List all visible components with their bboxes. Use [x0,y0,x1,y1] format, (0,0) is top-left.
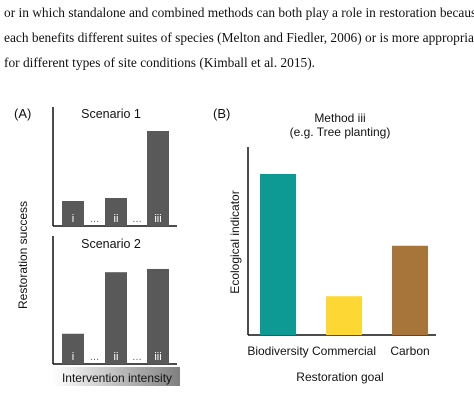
panel-a-label: (A) [14,106,31,121]
intervention-intensity-gradient [53,367,180,386]
panel-a-y-axis-label: Restoration success [16,201,30,309]
scenario-2-bar-label-i: i [72,351,74,363]
scenario-2-bar-ii [105,272,127,364]
panel-b-bars: Biodiversity Commercial Carbon [247,173,430,358]
scenario-2-separator-1: … [90,352,100,363]
scenario-1-bar-ii [105,198,127,226]
paragraph-line-1: or in which standalone and combined meth… [4,5,474,20]
scenario-2-bar-label-iii: iii [154,351,161,363]
scenario-2-bar-iii [147,268,169,364]
scenario-1-separator-1: … [90,214,100,225]
panel-b-tick-label-commercial: Commercial [312,344,376,358]
panel-b-y-axis-label: Ecological indicator [228,190,242,293]
body-paragraph: or in which standalone and combined meth… [4,0,474,75]
scenario-1-bar-i [62,201,84,226]
panel-b-bar-commercial [326,296,362,335]
scenario-2-title: Scenario 2 [81,237,141,251]
panel-b-x-axis-label: Restoration goal [296,370,383,384]
paragraph-line-3: for different types of site conditions (… [4,55,316,70]
scenario-1-bar-label-iii: iii [154,213,161,225]
scenario-1-bar-label-i: i [72,213,74,225]
panel-b-subtitle: (e.g. Tree planting) [290,125,391,139]
panel-b-bar-biodiversity [260,173,296,335]
panel-b-label: (B) [213,106,230,121]
scenario-1-bars: i ii iii…… [62,131,169,226]
scenario-1-bar-label-ii: ii [114,213,119,225]
scenario-2-separator-2: … [132,352,142,363]
scenario-2-bar-label-ii: ii [114,351,119,363]
panel-b-tick-label-carbon: Carbon [390,344,429,358]
intervention-intensity-label: Intervention intensity [62,371,172,385]
scenario-2-bar-i [62,333,84,364]
panel-b-tick-label-biodiversity: Biodiversity [247,344,308,358]
scenario-1-bar-iii [147,131,169,226]
panel-b-title: Method iii [314,111,365,125]
paragraph-line-2: each benefits different suites of specie… [4,30,474,45]
scenario-1-title: Scenario 1 [81,107,141,121]
scenario-2-bars: i ii iii…… [62,268,169,364]
scenario-1-separator-2: … [132,214,142,225]
panel-b-bar-carbon [392,245,428,335]
